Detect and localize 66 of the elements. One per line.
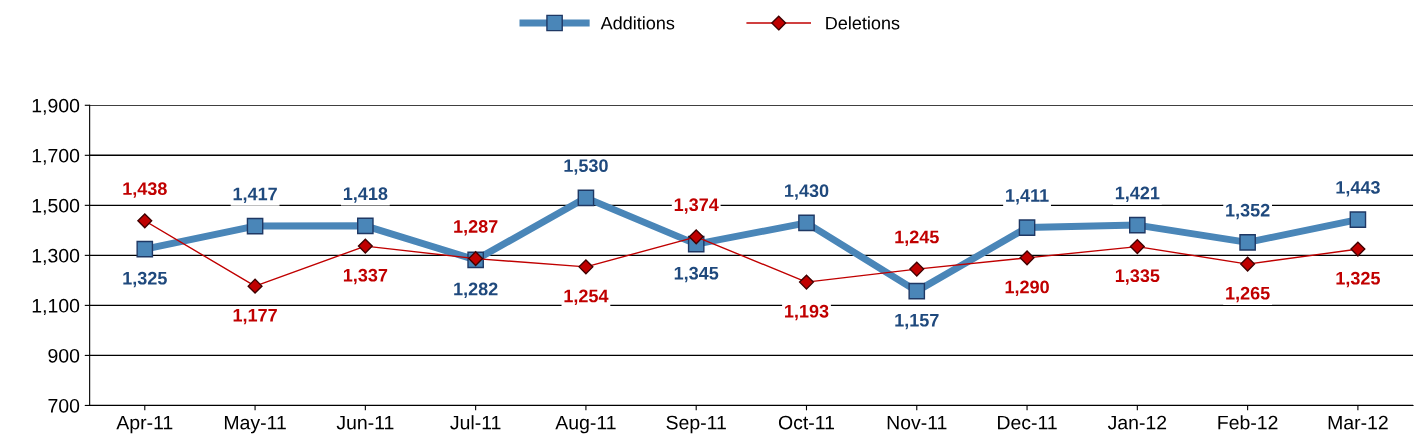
point bbox=[1019, 250, 1035, 266]
data-label: 1,430 bbox=[785, 184, 829, 200]
point bbox=[137, 213, 153, 229]
data-label: 1,325 bbox=[123, 271, 167, 288]
point bbox=[136, 240, 154, 258]
data-label: 1,337 bbox=[343, 268, 388, 285]
point bbox=[577, 189, 595, 207]
point bbox=[688, 229, 704, 245]
data-label: 1,374 bbox=[674, 198, 719, 214]
x-tick-label: Oct-11 bbox=[778, 415, 834, 430]
y-tick-label: 900 bbox=[48, 348, 80, 363]
x-tick-label: Nov-11 bbox=[887, 415, 947, 430]
point bbox=[578, 259, 594, 275]
point bbox=[1349, 211, 1367, 228]
point bbox=[357, 217, 374, 235]
point bbox=[909, 261, 925, 277]
data-label: 1,411 bbox=[1006, 189, 1049, 205]
point bbox=[798, 274, 815, 290]
data-label: 1,335 bbox=[1115, 269, 1160, 285]
point bbox=[908, 282, 926, 300]
data-label: 1,325 bbox=[1336, 271, 1380, 288]
x-tick-label: May-11 bbox=[224, 415, 286, 434]
data-label: 1,345 bbox=[674, 266, 719, 283]
data-label: 1,177 bbox=[233, 309, 277, 325]
y-tick-label: 1,300 bbox=[32, 248, 80, 265]
y-tick-label: 1,700 bbox=[32, 148, 80, 165]
point bbox=[1129, 239, 1145, 255]
data-label: 1,245 bbox=[895, 230, 939, 246]
y-tick-label: 1,900 bbox=[32, 98, 80, 115]
data-label: 1,421 bbox=[1115, 186, 1160, 202]
x-tick-label: Mar-12 bbox=[1328, 415, 1388, 430]
legend-label: Additions bbox=[600, 16, 675, 30]
point bbox=[1239, 234, 1256, 251]
data-label: 1,417 bbox=[233, 187, 277, 203]
data-label: 1,418 bbox=[343, 187, 388, 203]
data-label: 1,282 bbox=[454, 282, 498, 298]
data-label: 1,265 bbox=[1226, 286, 1270, 303]
x-tick-label: Jun-11 bbox=[336, 415, 394, 430]
x-tick-label: Dec-11 bbox=[998, 415, 1057, 430]
point bbox=[357, 238, 373, 254]
y-tick-label: 1,500 bbox=[32, 198, 80, 215]
data-label: 1,443 bbox=[1336, 181, 1380, 197]
x-tick-label: Apr-11 bbox=[116, 415, 173, 434]
y-tick-label: 700 bbox=[48, 398, 80, 413]
data-label: 1,254 bbox=[564, 289, 609, 305]
point bbox=[1350, 241, 1366, 257]
point bbox=[247, 278, 263, 294]
data-label: 1,530 bbox=[564, 159, 608, 175]
point bbox=[246, 217, 264, 235]
y-tick-label: 1,100 bbox=[32, 298, 80, 315]
data-label: 1,352 bbox=[1226, 203, 1270, 220]
x-tick-label: Sep-11 bbox=[666, 415, 726, 434]
data-label: 1,193 bbox=[785, 304, 829, 321]
data-label: 1,290 bbox=[1005, 280, 1049, 296]
data-label: 1,157 bbox=[895, 314, 939, 330]
point bbox=[1018, 219, 1036, 236]
x-tick-label: Jul-11 bbox=[450, 415, 501, 430]
x-tick-label: Jan-12 bbox=[1107, 415, 1167, 430]
point bbox=[1240, 256, 1256, 272]
legend-label: Deletions bbox=[826, 16, 900, 30]
data-label: 1,438 bbox=[123, 182, 167, 198]
x-tick-label: Aug-11 bbox=[555, 415, 616, 434]
data-label: 1,287 bbox=[454, 220, 498, 236]
point bbox=[1128, 216, 1146, 234]
point bbox=[798, 214, 815, 232]
x-tick-label: Feb-12 bbox=[1218, 415, 1278, 430]
